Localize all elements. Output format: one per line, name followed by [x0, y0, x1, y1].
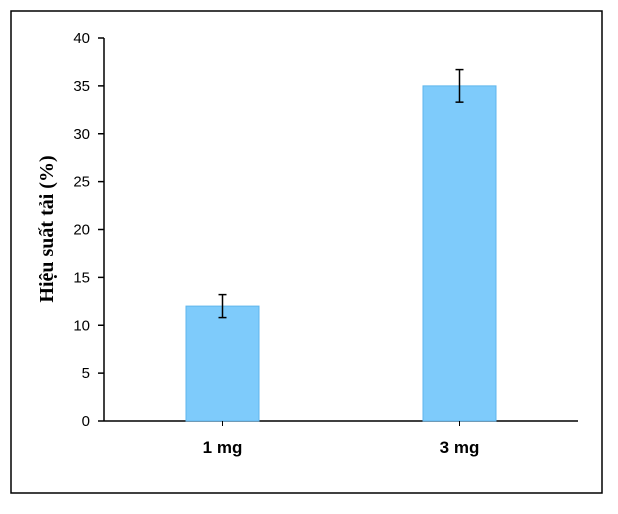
chart-frame	[10, 10, 603, 494]
bar	[422, 85, 497, 422]
y-tick-label: 20	[73, 222, 90, 239]
x-tick-label: 1 mg	[203, 438, 243, 457]
x-tick-label: 3 mg	[440, 438, 480, 457]
y-tick-label: 30	[73, 126, 90, 143]
y-tick-label: 25	[73, 174, 90, 191]
y-tick-label: 10	[73, 317, 90, 334]
y-tick-label: 5	[82, 365, 90, 382]
y-tick-label: 15	[73, 269, 90, 286]
y-tick-label: 40	[73, 30, 90, 47]
plot-area: 0 5 10 15 20 25 30 35 40 1 mg 3 mg	[73, 30, 578, 457]
y-axis-title: Hiệu suất tải (%)	[36, 155, 58, 302]
y-tick-label: 0	[82, 413, 90, 430]
y-tick-label: 35	[73, 78, 90, 95]
bar	[185, 305, 260, 422]
